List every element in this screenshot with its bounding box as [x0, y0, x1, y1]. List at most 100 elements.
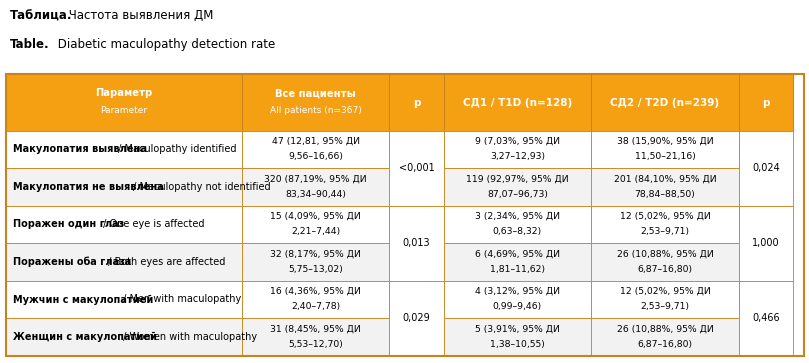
Text: / One eye is affected: / One eye is affected — [100, 220, 204, 229]
Text: 0,99–9,46): 0,99–9,46) — [493, 302, 542, 311]
Text: 5,53–12,70): 5,53–12,70) — [288, 340, 343, 349]
Bar — [6, 281, 242, 318]
Text: 6 (4,69%, 95% ДИ: 6 (4,69%, 95% ДИ — [475, 249, 560, 258]
Bar — [739, 74, 793, 131]
Bar — [389, 206, 443, 281]
Text: / Women with maculopathy: / Women with maculopathy — [120, 332, 257, 342]
Bar — [739, 281, 793, 356]
Text: 320 (87,19%, 95% ДИ: 320 (87,19%, 95% ДИ — [265, 175, 367, 183]
Bar — [739, 206, 793, 281]
Text: Parameter: Parameter — [100, 106, 148, 115]
Text: 3,27–12,93): 3,27–12,93) — [490, 152, 545, 161]
Bar — [242, 131, 389, 168]
Text: 0,013: 0,013 — [403, 238, 430, 248]
Text: 38 (15,90%, 95% ДИ: 38 (15,90%, 95% ДИ — [616, 137, 714, 146]
Bar — [591, 74, 739, 131]
Text: 1,000: 1,000 — [752, 238, 780, 248]
Text: 2,53–9,71): 2,53–9,71) — [641, 302, 689, 311]
Bar — [591, 168, 739, 206]
Bar — [6, 74, 804, 356]
Text: Diabetic maculopathy detection rate: Diabetic maculopathy detection rate — [54, 38, 275, 51]
Text: Поражены оба глаза: Поражены оба глаза — [13, 257, 131, 267]
Text: 87,07–96,73): 87,07–96,73) — [487, 190, 548, 199]
Text: 2,40–7,78): 2,40–7,78) — [291, 302, 340, 311]
Bar — [6, 74, 242, 131]
Text: Частота выявления ДМ: Частота выявления ДМ — [65, 9, 213, 22]
Bar — [6, 243, 242, 281]
Text: Макулопатия выявлена: Макулопатия выявлена — [13, 144, 146, 154]
Bar — [591, 281, 739, 318]
Text: 5 (3,91%, 95% ДИ: 5 (3,91%, 95% ДИ — [475, 325, 560, 334]
Bar — [6, 318, 242, 356]
Text: 0,024: 0,024 — [752, 163, 780, 173]
Text: / Both eyes are affected: / Both eyes are affected — [104, 257, 225, 267]
Bar — [6, 131, 242, 168]
Bar — [443, 168, 591, 206]
Bar — [389, 281, 443, 356]
Text: Мужчин с макулопатией: Мужчин с макулопатией — [13, 294, 154, 305]
Text: 26 (10,88%, 95% ДИ: 26 (10,88%, 95% ДИ — [616, 325, 714, 334]
Text: Женщин с макулопатией: Женщин с макулопатией — [13, 332, 157, 342]
Text: 3 (2,34%, 95% ДИ: 3 (2,34%, 95% ДИ — [475, 212, 560, 221]
Text: СД2 / T2D (n=239): СД2 / T2D (n=239) — [610, 98, 719, 107]
Bar — [443, 281, 591, 318]
Bar — [242, 74, 389, 131]
Text: 83,34–90,44): 83,34–90,44) — [285, 190, 346, 199]
Text: 0,029: 0,029 — [403, 313, 430, 323]
Text: p: p — [413, 98, 420, 107]
Bar — [443, 318, 591, 356]
Bar — [591, 318, 739, 356]
Text: 12 (5,02%, 95% ДИ: 12 (5,02%, 95% ДИ — [620, 212, 710, 221]
Text: 1,38–10,55): 1,38–10,55) — [490, 340, 544, 349]
Text: 9 (7,03%, 95% ДИ: 9 (7,03%, 95% ДИ — [475, 137, 560, 146]
Bar — [389, 74, 443, 131]
Text: 31 (8,45%, 95% ДИ: 31 (8,45%, 95% ДИ — [270, 325, 361, 334]
Bar — [242, 318, 389, 356]
Text: Поражен один глаз: Поражен один глаз — [13, 220, 125, 229]
Bar — [591, 131, 739, 168]
Text: 15 (4,09%, 95% ДИ: 15 (4,09%, 95% ДИ — [270, 212, 361, 221]
Bar — [591, 243, 739, 281]
Bar — [6, 168, 242, 206]
Bar — [389, 131, 443, 206]
Text: 6,87–16,80): 6,87–16,80) — [637, 265, 693, 274]
Text: 1,81–11,62): 1,81–11,62) — [490, 265, 545, 274]
Text: 26 (10,88%, 95% ДИ: 26 (10,88%, 95% ДИ — [616, 249, 714, 258]
Text: / Men with maculopathy: / Men with maculopathy — [120, 294, 241, 305]
Text: 32 (8,17%, 95% ДИ: 32 (8,17%, 95% ДИ — [270, 249, 361, 258]
Text: All patients (n=367): All patients (n=367) — [269, 106, 362, 115]
Text: 78,84–88,50): 78,84–88,50) — [634, 190, 695, 199]
Text: 201 (84,10%, 95% ДИ: 201 (84,10%, 95% ДИ — [614, 175, 716, 183]
Text: Table.: Table. — [10, 38, 49, 51]
Bar — [591, 206, 739, 243]
Text: 4 (3,12%, 95% ДИ: 4 (3,12%, 95% ДИ — [475, 287, 560, 296]
Text: 2,53–9,71): 2,53–9,71) — [641, 227, 689, 236]
Text: 0,63–8,32): 0,63–8,32) — [493, 227, 542, 236]
Text: p: p — [762, 98, 769, 107]
Text: 6,87–16,80): 6,87–16,80) — [637, 340, 693, 349]
Text: Параметр: Параметр — [95, 89, 153, 98]
Text: 2,21–7,44): 2,21–7,44) — [291, 227, 340, 236]
Bar — [242, 168, 389, 206]
Text: 5,75–13,02): 5,75–13,02) — [288, 265, 343, 274]
Text: 47 (12,81, 95% ДИ: 47 (12,81, 95% ДИ — [272, 137, 359, 146]
Bar — [739, 131, 793, 206]
Bar — [242, 281, 389, 318]
Bar — [443, 206, 591, 243]
Text: 119 (92,97%, 95% ДИ: 119 (92,97%, 95% ДИ — [466, 175, 569, 183]
Text: <0,001: <0,001 — [399, 163, 434, 173]
Bar — [443, 243, 591, 281]
Text: 16 (4,36%, 95% ДИ: 16 (4,36%, 95% ДИ — [270, 287, 361, 296]
Bar — [242, 243, 389, 281]
Bar — [242, 206, 389, 243]
Bar — [6, 206, 242, 243]
Text: СД1 / T1D (n=128): СД1 / T1D (n=128) — [463, 98, 572, 107]
Text: / Maculopathy not identified: / Maculopathy not identified — [130, 182, 271, 192]
Text: 0,466: 0,466 — [752, 313, 780, 323]
Text: Таблица.: Таблица. — [10, 9, 72, 22]
Text: 11,50–21,16): 11,50–21,16) — [634, 152, 695, 161]
Text: 12 (5,02%, 95% ДИ: 12 (5,02%, 95% ДИ — [620, 287, 710, 296]
Bar — [443, 131, 591, 168]
Text: 9,56–16,66): 9,56–16,66) — [288, 152, 343, 161]
Text: / Maculopathy identified: / Maculopathy identified — [115, 144, 236, 154]
